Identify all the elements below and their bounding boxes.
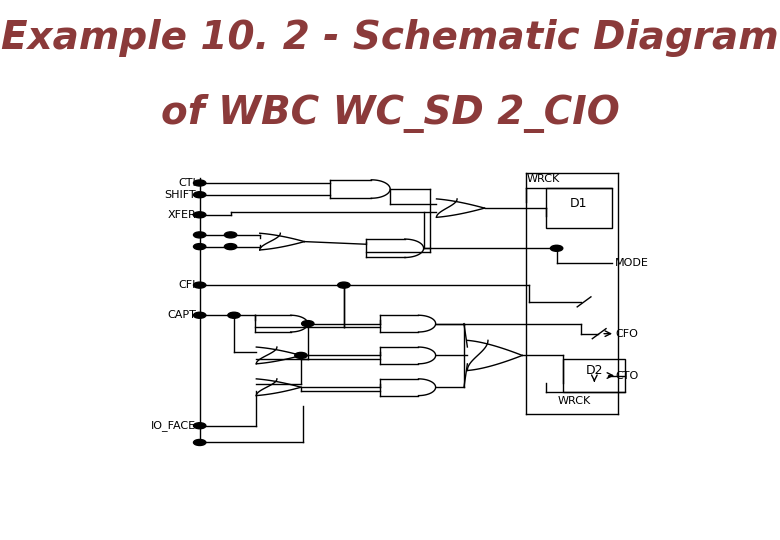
Circle shape <box>193 192 206 198</box>
Circle shape <box>193 232 206 238</box>
Text: CAPT: CAPT <box>168 310 197 320</box>
Circle shape <box>193 282 206 288</box>
Text: CTI: CTI <box>179 178 197 188</box>
Circle shape <box>228 312 240 318</box>
Text: MODE: MODE <box>615 258 649 268</box>
Text: VLSI Test Principles and: VLSI Test Principles and <box>39 505 219 521</box>
Bar <box>563 359 626 392</box>
Circle shape <box>338 282 350 288</box>
Text: WRCK: WRCK <box>557 396 590 406</box>
Text: Ch. 10 - Boundary Scan and Core-Based
Testing - P.: Ch. 10 - Boundary Scan and Core-Based Te… <box>429 497 736 529</box>
Circle shape <box>225 244 237 249</box>
Circle shape <box>295 353 307 359</box>
Circle shape <box>193 212 206 218</box>
Text: SHIFT: SHIFT <box>165 190 197 200</box>
Text: Example 10. 2 - Schematic Diagram: Example 10. 2 - Schematic Diagram <box>1 19 779 57</box>
Circle shape <box>193 423 206 429</box>
Bar <box>546 188 612 228</box>
Text: XFER: XFER <box>168 210 197 220</box>
Text: D1: D1 <box>570 197 587 210</box>
Circle shape <box>551 245 563 251</box>
Circle shape <box>302 321 314 327</box>
Circle shape <box>193 244 206 249</box>
Circle shape <box>193 312 206 318</box>
Circle shape <box>193 180 206 186</box>
Text: D2: D2 <box>586 364 603 377</box>
Text: CFO: CFO <box>615 329 638 339</box>
Text: CFI: CFI <box>179 280 197 290</box>
Text: CTO: CTO <box>615 370 638 381</box>
Text: WRCK: WRCK <box>526 174 559 184</box>
Circle shape <box>225 232 237 238</box>
Circle shape <box>193 440 206 445</box>
Text: IO_FACE: IO_FACE <box>151 420 197 431</box>
Text: of WBC WC_SD 2_CIO: of WBC WC_SD 2_CIO <box>161 94 619 133</box>
